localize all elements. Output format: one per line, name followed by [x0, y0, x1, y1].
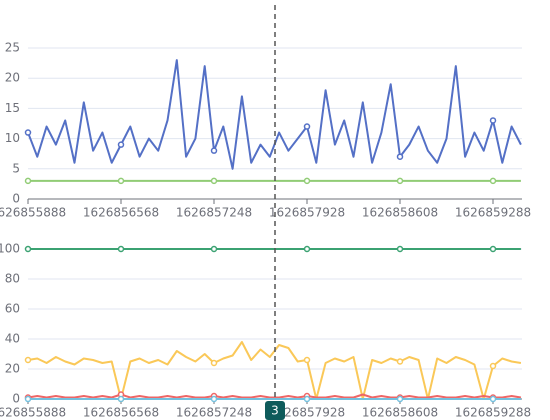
y-tick-label: 25 [5, 41, 20, 55]
point-symbol [489, 117, 497, 124]
series-line [27, 393, 522, 399]
point-symbol [489, 245, 497, 253]
point-symbol [303, 395, 311, 403]
point-symbol [24, 245, 32, 253]
point-symbol [210, 395, 218, 403]
x-tick-label: 1626859288 [455, 406, 531, 420]
point-symbol [117, 141, 125, 148]
y-tick-label: 40 [5, 332, 20, 346]
y-tick-label: 80 [5, 272, 20, 286]
point-symbol [24, 356, 32, 364]
x-tick-label: 1626856568 [83, 406, 159, 420]
y-tick-label: 0 [12, 392, 20, 406]
y-tick-label: 100 [0, 242, 20, 256]
x-tick-label: 1626857248 [176, 206, 252, 220]
point-symbol [24, 177, 32, 185]
point-symbol [396, 153, 404, 160]
point-symbol [396, 177, 404, 185]
point-symbol [24, 129, 32, 136]
point-symbol [303, 356, 311, 364]
point-symbol [210, 177, 218, 185]
x-tick-label: 1626858608 [362, 206, 438, 220]
point-symbol [303, 245, 311, 253]
point-symbol [303, 123, 311, 130]
y-tick-label: 5 [12, 161, 20, 175]
y-tick-label: 10 [5, 131, 20, 145]
axis-pointer-label-box [265, 401, 285, 420]
y-tick-label: 15 [5, 101, 20, 115]
point-symbol [396, 395, 404, 403]
point-symbol [489, 177, 497, 185]
point-symbol [303, 177, 311, 185]
point-symbol [210, 245, 218, 253]
y-tick-label: 0 [12, 192, 20, 206]
point-symbol [117, 395, 125, 403]
x-tick-label: 1626856568 [83, 206, 159, 220]
point-symbol [117, 245, 125, 253]
x-tick-label: 1626857928 [269, 406, 345, 420]
point-symbol [396, 358, 404, 365]
point-symbol [24, 395, 32, 403]
x-tick-label: 1626855888 [0, 206, 66, 220]
axis-pointer-label: 3 [271, 404, 279, 418]
point-symbol [210, 359, 218, 367]
point-symbol [489, 395, 497, 403]
y-tick-label: 60 [5, 302, 20, 316]
x-tick-label: 1626858608 [362, 406, 438, 420]
x-tick-label: 1626857928 [269, 206, 345, 220]
point-symbol [396, 245, 404, 253]
point-symbol [210, 147, 218, 154]
x-tick-label: 1626855888 [0, 406, 66, 420]
point-symbol [489, 362, 497, 370]
y-tick-label: 20 [5, 362, 20, 376]
x-tick-label: 1626859288 [455, 206, 531, 220]
y-tick-label: 20 [5, 71, 20, 85]
point-symbol [117, 177, 125, 185]
x-tick-label: 1626857248 [176, 406, 252, 420]
